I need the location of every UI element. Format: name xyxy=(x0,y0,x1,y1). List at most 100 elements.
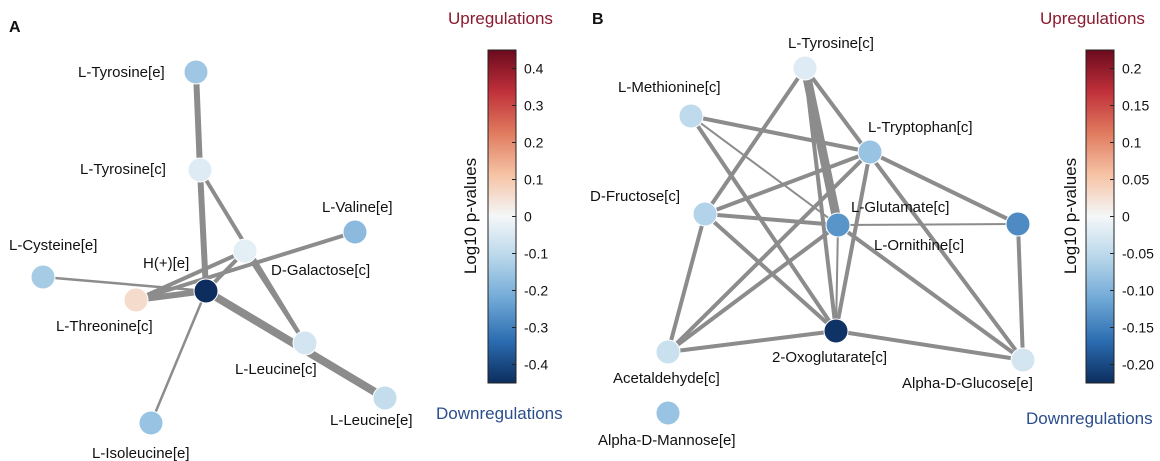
edge-met_c-trp_c xyxy=(689,114,872,154)
colorbar-tick-label: -0.15 xyxy=(1122,320,1154,336)
colorbar-tick-label: -0.1 xyxy=(524,246,548,262)
colorbar-tick-label: 0.15 xyxy=(1122,98,1149,114)
colorbar-tick-label: 0.1 xyxy=(1122,135,1142,151)
node-tyr_c[interactable] xyxy=(187,157,213,183)
node-label-ace_c: Acetaldehyde[c] xyxy=(613,370,720,387)
panel-b-colorbar: 0.2 0.15 0.1 0.05 0 -0.05 -0.10 -0.15 -0.20 Log1… xyxy=(1061,49,1154,384)
node-leu_e[interactable] xyxy=(372,385,398,411)
edge-oxo_c-ace_c xyxy=(666,329,838,354)
node-label-ile_e: L-Isoleucine[e] xyxy=(92,445,190,461)
node-h_e[interactable] xyxy=(193,278,219,304)
edge-glu_c-oxo_c xyxy=(835,224,839,332)
node-glu_c[interactable] xyxy=(825,212,851,238)
panel-b-labels: L-Tyrosine[c] L-Methionine[c] L-Tryptophan… xyxy=(590,35,1033,449)
colorbar-tick-label: 0.3 xyxy=(524,98,544,114)
node-oxo_c[interactable] xyxy=(823,318,849,344)
edge-glu_c-orn_c xyxy=(837,223,1019,226)
edge-trp_c-oxo_c xyxy=(834,150,872,333)
edge-orn_c-glc_e xyxy=(1016,222,1025,362)
node-label-thr_c: L-Threonine[c] xyxy=(56,318,153,335)
node-label-leu_e: L-Leucine[e] xyxy=(330,412,413,429)
panel-b-upregulations-label: Upregulations xyxy=(1040,9,1145,28)
panel-a: A L-Tyrosine[e]L-Tyrosine[c]L-Valine[e]L… xyxy=(9,9,563,461)
edge-tyr_c-glu_c xyxy=(800,63,843,230)
panel-b-letter: B xyxy=(592,11,604,28)
panel-b-colorbar-gradient xyxy=(1086,50,1114,383)
edge-glu_c-glc_e xyxy=(836,223,1025,362)
edge-gal_c-leu_c xyxy=(243,249,307,345)
edge-tyr_e-tyr_c xyxy=(193,69,203,173)
colorbar-tick-label: 0.05 xyxy=(1122,172,1149,188)
node-label-gal_c: D-Galactose[c] xyxy=(271,262,370,279)
node-label-tyr_c: L-Tyrosine[c] xyxy=(80,161,166,178)
panel-b: B L-Tyrosine[c] L-Methionine[c] L-Tryptoph… xyxy=(590,9,1154,449)
edge-glu_c-ace_c xyxy=(666,223,840,354)
colorbar-tick-label: -0.05 xyxy=(1122,246,1154,262)
colorbar-tick-label: 0 xyxy=(1122,209,1130,225)
edge-trp_c-fru_c xyxy=(703,150,872,216)
node-label-tyr_e: L-Tyrosine[e] xyxy=(78,64,165,81)
node-label-met_c: L-Methionine[c] xyxy=(618,79,721,96)
colorbar-tick-label: 0.4 xyxy=(524,61,544,77)
colorbar-tick-label: 0 xyxy=(524,209,532,225)
panel-b-downregulations-label: Downregulations xyxy=(1026,409,1153,428)
panel-a-nodes xyxy=(30,59,398,436)
colorbar-tick-label: -0.2 xyxy=(524,283,548,299)
node-ace_c[interactable] xyxy=(655,339,681,365)
colorbar-tick-label: 0.2 xyxy=(524,135,544,151)
edge-trp_c-ace_c xyxy=(666,150,872,354)
node-tyr_e[interactable] xyxy=(183,59,209,85)
edge-fru_c-glu_c xyxy=(703,212,840,227)
node-tyr_c[interactable] xyxy=(792,55,818,81)
panel-b-colorbar-ticks: 0.2 0.15 0.1 0.05 0 -0.05 -0.10 -0.15 -0.20 xyxy=(1110,61,1154,373)
panel-a-colorbar: 0.4 0.3 0.2 0.1 0 -0.1 -0.2 -0.3 -0.4 Log10 p-va… xyxy=(461,49,548,384)
node-fru_c[interactable] xyxy=(692,201,718,227)
node-man_e[interactable] xyxy=(655,400,681,426)
edge-trp_c-orn_c xyxy=(868,150,1020,226)
panel-b-edges xyxy=(666,63,1025,362)
panel-b-nodes xyxy=(655,55,1036,426)
node-label-cys_e: L-Cysteine[e] xyxy=(9,237,97,254)
colorbar-tick-label: -0.20 xyxy=(1122,357,1154,373)
colorbar-tick-label: -0.3 xyxy=(524,320,548,336)
edge-oxo_c-glc_e xyxy=(834,329,1025,362)
panel-a-downregulations-label: Downregulations xyxy=(436,404,563,423)
panel-a-colorbar-gradient xyxy=(488,50,516,383)
edge-tyr_c-glc_e xyxy=(803,66,1025,362)
node-val_e[interactable] xyxy=(342,219,368,245)
colorbar-tick-label: 0.1 xyxy=(524,172,544,188)
node-label-orn_c: L-Ornithine[c] xyxy=(874,237,964,254)
node-label-val_e: L-Valine[e] xyxy=(322,199,393,216)
colorbar-tick-label: -0.10 xyxy=(1122,283,1154,299)
node-ile_e[interactable] xyxy=(138,410,164,436)
node-label-oxo_c: 2-Oxoglutarate[c] xyxy=(772,349,887,366)
node-label-man_e: Alpha-D-Mannose[e] xyxy=(598,432,736,449)
edge-tyr_c-fru_c xyxy=(703,66,807,216)
node-label-fru_c: D-Fructose[c] xyxy=(590,188,680,205)
edge-cys_e-h_e xyxy=(41,275,208,293)
node-label-glc_e: Alpha-D-Glucose[e] xyxy=(902,375,1033,392)
node-glc_e[interactable] xyxy=(1010,347,1036,373)
node-cys_e[interactable] xyxy=(30,264,56,290)
node-thr_c[interactable] xyxy=(123,287,149,313)
node-label-h_e: H(+)[e] xyxy=(143,255,189,272)
edge-fru_c-oxo_c xyxy=(703,212,838,333)
panel-a-labels: L-Tyrosine[e] L-Tyrosine[c] L-Valine[e] L-C… xyxy=(9,64,413,461)
node-orn_c[interactable] xyxy=(1005,211,1031,237)
node-label-tyr_c: L-Tyrosine[c] xyxy=(788,35,874,52)
node-leu_c[interactable] xyxy=(292,330,318,356)
edge-h_e-ile_e xyxy=(149,289,208,425)
node-gal_c[interactable] xyxy=(232,238,258,264)
panel-a-upregulations-label: Upregulations xyxy=(448,9,553,28)
node-met_c[interactable] xyxy=(678,103,704,129)
edge-gal_c-thr_c xyxy=(134,249,247,302)
node-trp_c[interactable] xyxy=(857,139,883,165)
node-label-glu_c: L-Glutamate[c] xyxy=(851,199,949,216)
node-label-leu_c: L-Leucine[c] xyxy=(235,361,317,378)
node-label-trp_c: L-Tryptophan[c] xyxy=(868,119,973,136)
panel-a-colorbar-title: Log10 p-values xyxy=(461,158,480,274)
panel-b-colorbar-title: Log10 p-values xyxy=(1061,158,1080,274)
edge-met_c-oxo_c xyxy=(689,114,838,333)
colorbar-tick-label: 0.2 xyxy=(1122,61,1142,77)
